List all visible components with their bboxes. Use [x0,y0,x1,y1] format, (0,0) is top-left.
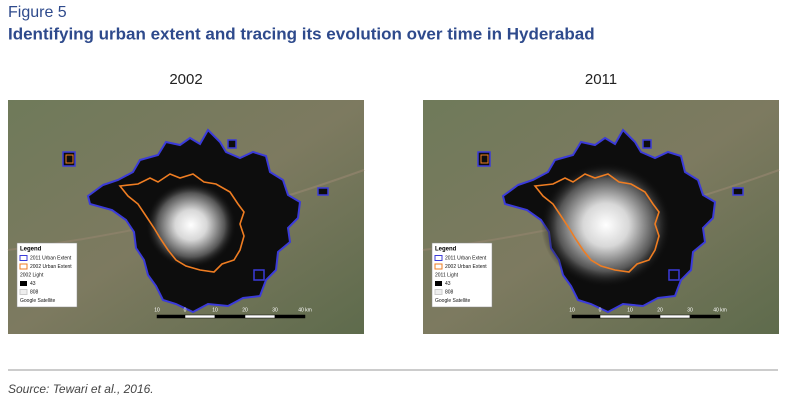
legend-heading: Legend [20,247,42,253]
scale-label: 20 [242,307,248,313]
source: Source: Tewari et al., 2016. [8,382,154,396]
legend-item: 43 [445,281,451,287]
light-patch [317,187,329,196]
scale-label: 10 [569,307,575,313]
scale-segment [214,314,246,319]
map: Legend 2011 Urban Extent 2002 Urban Extent… [7,100,365,334]
scale-segment [689,314,721,319]
legend-item: 808 [445,289,454,295]
light-glow [541,163,671,287]
legend-heading: Legend [435,247,457,253]
map: Legend 2011 Urban Extent 2002 Urban Extent… [422,100,780,334]
legend-item: 2011 Light [435,272,459,278]
legend-item: 2002 Light [20,272,44,278]
scale-label: 0 [184,307,187,313]
light-patch [227,139,237,149]
light-patch [668,269,680,281]
scale-label: 0 [599,307,602,313]
panel-title: 2002 [169,71,202,88]
legend-item: Google Satellite [435,298,471,304]
scale-segment [244,314,276,319]
scale-label: 10 [627,307,633,313]
scale-segment [184,314,216,319]
legend-swatch [434,255,443,261]
panel-title: 2011 [585,71,617,88]
legend-item: 2011 Urban Extent [30,255,72,261]
legend-swatch [20,281,27,286]
legend-item: 2002 Urban Extent [30,264,72,270]
scale-label: 40 km [298,307,312,313]
scale-label: 10 [212,307,218,313]
scale-segment [571,314,601,319]
legend-swatch [19,255,28,261]
scale-segment [274,314,306,319]
scale-segment [156,314,186,319]
legend: Legend 2011 Urban Extent 2002 Urban Extent… [431,242,493,308]
legend-swatch [434,263,443,270]
scale-label: 30 [687,307,693,313]
orange-patch [480,154,489,164]
scale-label: 40 km [713,307,727,313]
legend-item: 808 [30,289,39,295]
legend-swatch [19,263,28,270]
legend-item: 2011 Urban Extent [445,255,487,261]
legend-box [16,242,78,308]
legend-swatch [434,289,443,295]
legend-swatch [19,289,28,295]
scale-label: 10 [154,307,160,313]
orange-patch [65,154,74,164]
legend-swatch [435,281,442,286]
light-glow [146,182,236,268]
urban-2002 [118,173,245,273]
scale-label: 20 [657,307,663,313]
scale-segment [599,314,631,319]
scale-segment [629,314,661,319]
light-patch [732,187,744,196]
urban-2002 [533,173,660,273]
legend-box [431,242,493,308]
legend-item: 43 [30,281,36,287]
light-patch [642,139,652,149]
scale-label: 30 [272,307,278,313]
light-patch [253,269,265,281]
legend-item: 2002 Urban Extent [445,264,487,270]
scale-segment [659,314,691,319]
legend-item: Google Satellite [20,298,56,304]
figure-title: Identifying urban extent and tracing its… [8,24,595,43]
figure-label: Figure 5 [8,4,67,21]
legend: Legend 2011 Urban Extent 2002 Urban Extent… [16,242,78,308]
